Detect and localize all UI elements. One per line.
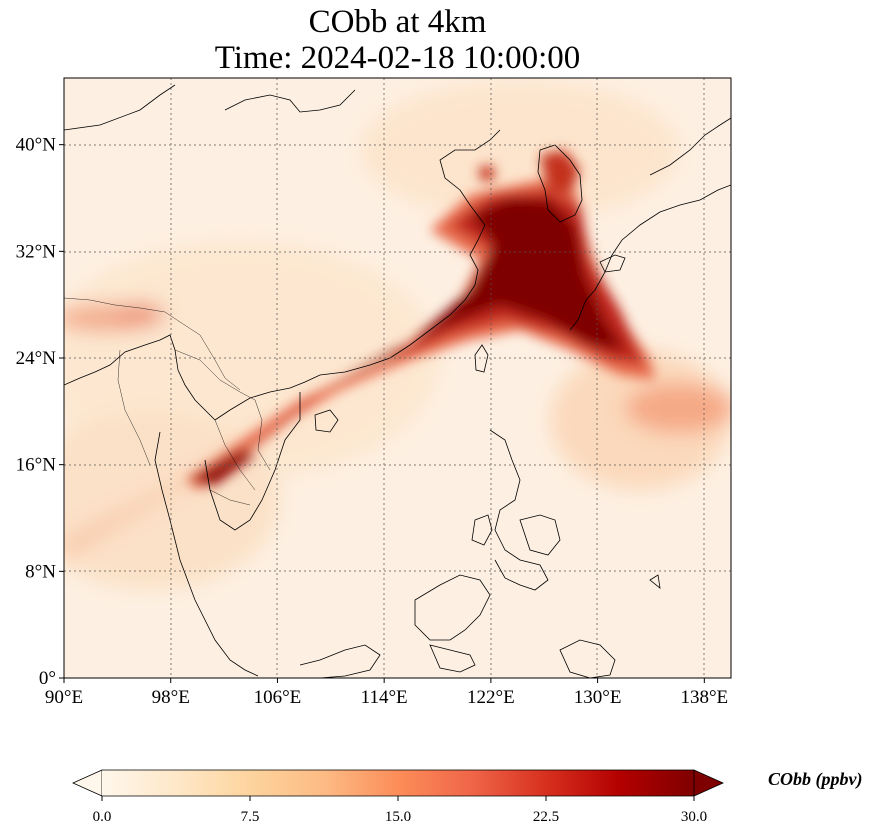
colorbar-tick-label: 15.0 [385,809,411,825]
lon-tick-label: 114°E [361,687,408,708]
colorbar-tick-label: 30.0 [681,809,707,825]
map-plot-area [64,78,731,678]
colorbar-tick-label: 7.5 [241,809,260,825]
lon-tick-label: 90°E [45,687,83,708]
lon-tick-label: 138°E [680,687,728,708]
lon-tick-label: 130°E [574,687,622,708]
lat-tick-label: 0° [39,668,56,689]
colorbar-gradient [102,770,694,796]
lat-tick-label: 16°N [16,455,57,476]
colorbar-extend-max [693,769,724,797]
lon-tick-label: 98°E [152,687,190,708]
lat-tick-label: 24°N [16,348,57,369]
lon-tick-label: 106°E [254,687,302,708]
colorbar-ticks: 0.0 7.5 15.0 22.5 30.0 [93,796,707,825]
colorbar-label: CObb (ppbv) [768,769,863,789]
lat-tick-label: 32°N [16,241,57,262]
lat-tick-label: 8°N [25,561,56,582]
lon-tick-label: 122°E [467,687,515,708]
longitude-tick-labels: 90°E 98°E 106°E 114°E 122°E 130°E 138°E [45,678,728,708]
map-title: CObb at 4km [308,4,487,40]
colorbar-tick-label: 22.5 [533,809,559,825]
concentration-field [64,80,731,590]
map-frame [63,77,732,679]
latitude-tick-labels: 0° 8°N 16°N 24°N 32°N 40°N [16,135,64,689]
colorbar: 0.0 7.5 15.0 22.5 30.0 [72,769,724,825]
lat-tick-label: 40°N [16,135,57,156]
colorbar-extend-min [72,769,103,797]
country-borders [64,297,271,506]
colorbar-tick-label: 0.0 [93,809,112,825]
map-subtitle-time: Time: 2024-02-18 10:00:00 [214,40,581,76]
coastlines [64,84,731,678]
gridlines [64,78,731,678]
